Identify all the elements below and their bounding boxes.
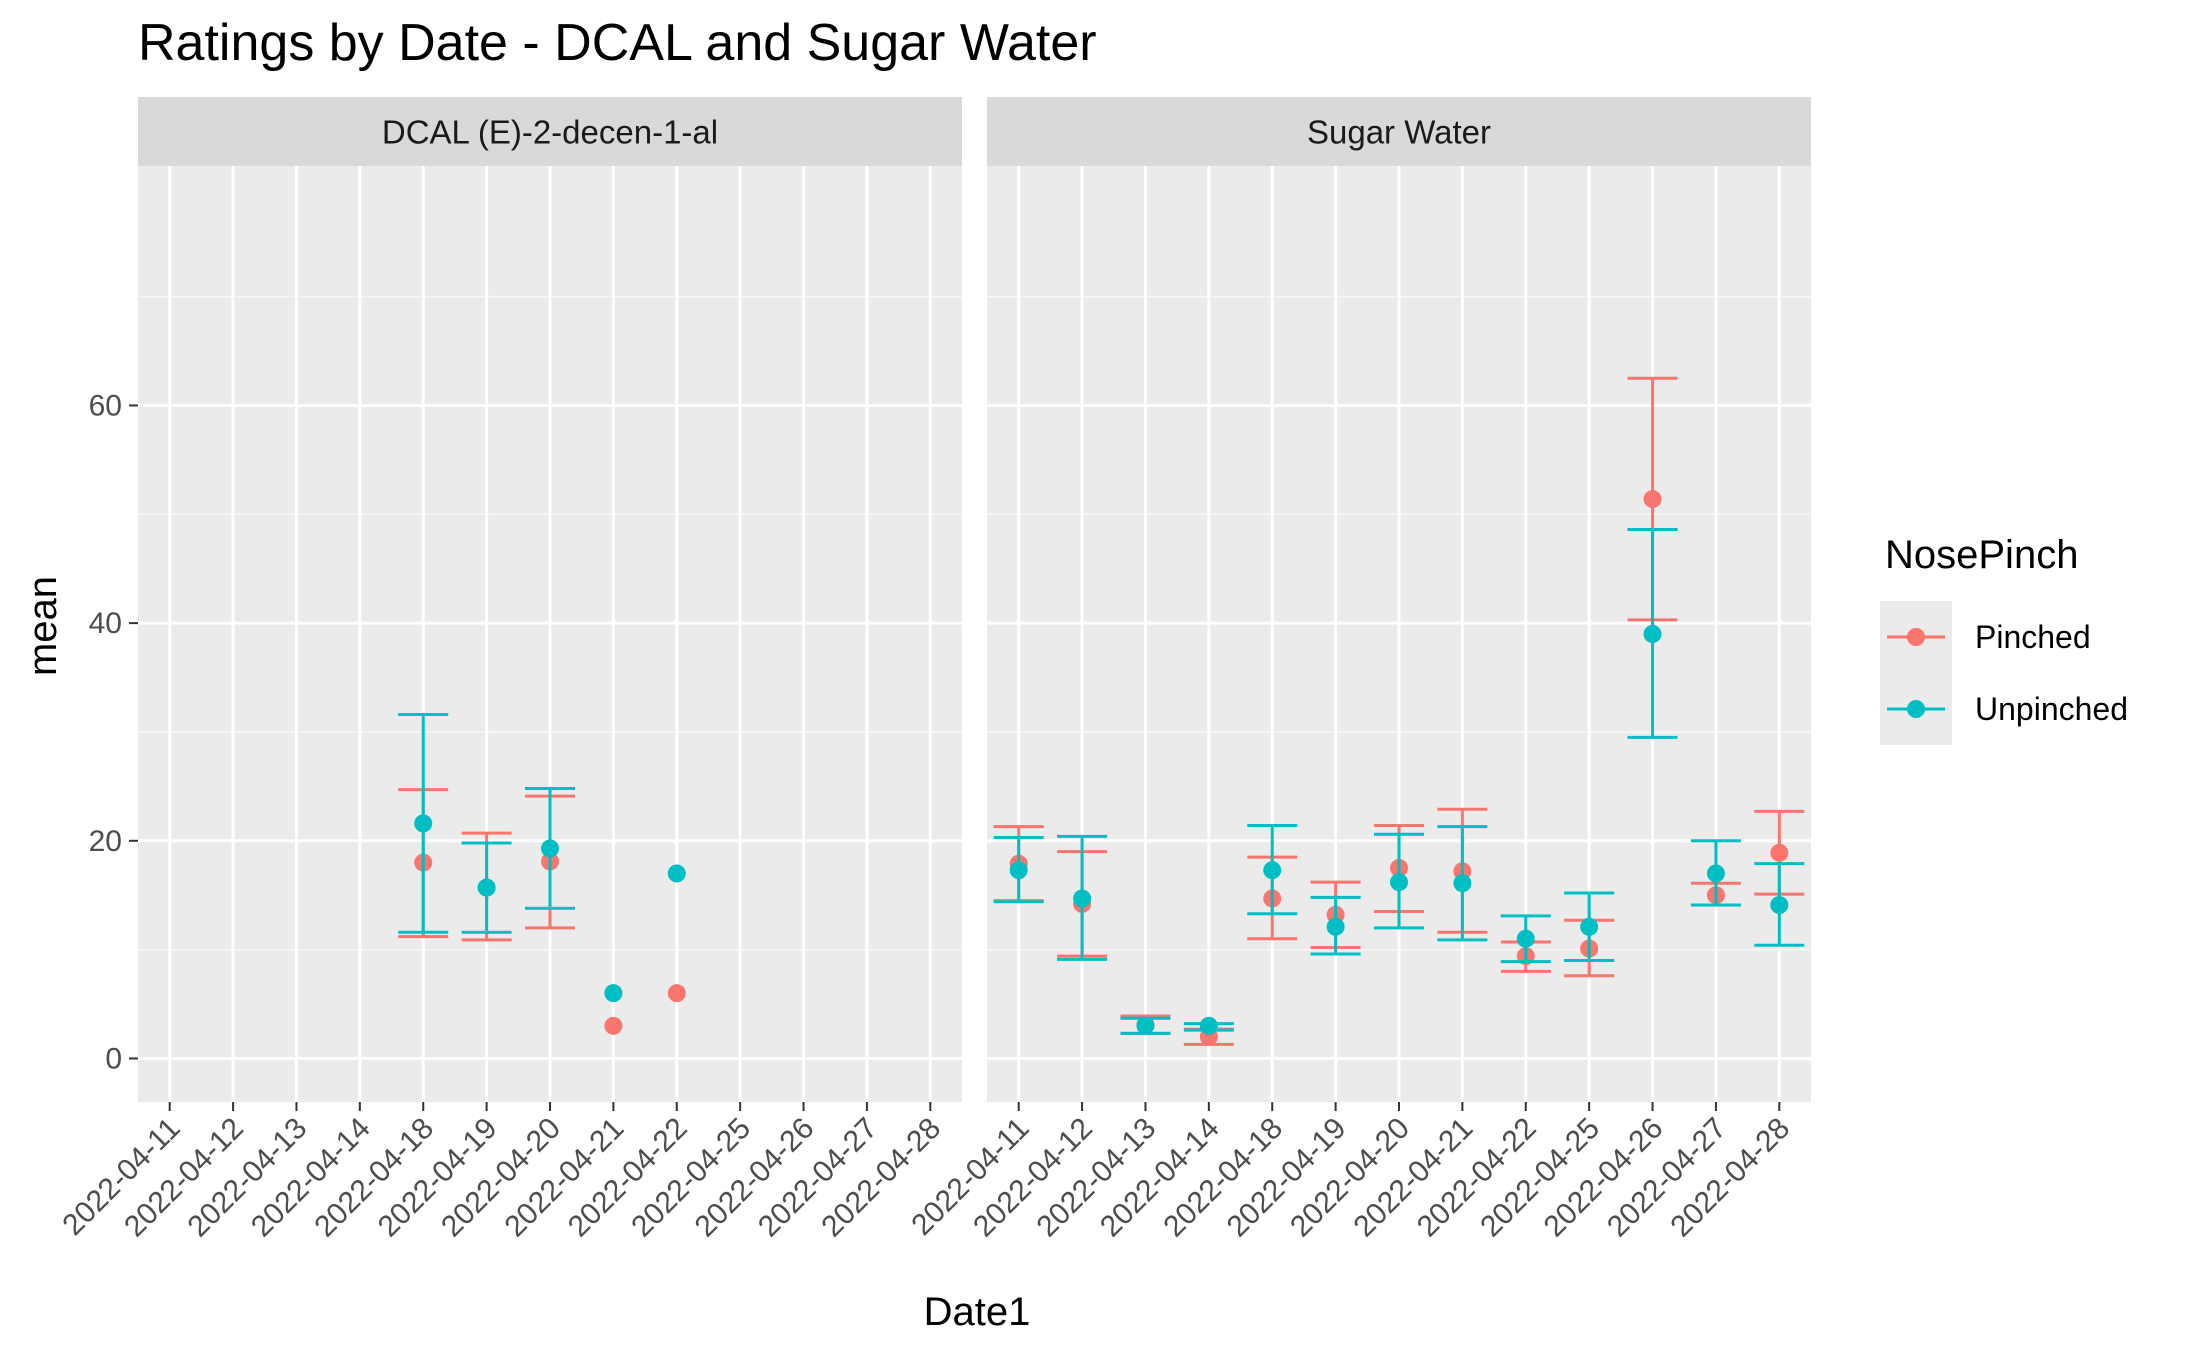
data-point [1643, 625, 1662, 643]
y-tick-label: 0 [105, 1042, 122, 1075]
legend-key-point [1907, 700, 1925, 718]
data-point [1643, 490, 1662, 509]
data-point [1390, 873, 1408, 892]
facet-strip-label: Sugar Water [1307, 114, 1491, 151]
y-tick-label: 60 [89, 389, 122, 422]
data-point [1516, 929, 1535, 948]
data-point [1706, 864, 1725, 883]
data-point [1326, 917, 1345, 936]
data-point [414, 814, 433, 833]
data-point [604, 984, 623, 1003]
data-point [1770, 896, 1789, 915]
data-point [1136, 1016, 1155, 1035]
legend-label: Pinched [1975, 619, 2091, 655]
x-axis-title: Date1 [924, 1290, 1031, 1334]
y-axis-title: mean [21, 576, 65, 676]
legend-key-point [1907, 628, 1925, 646]
data-point [1770, 843, 1789, 862]
data-point [1073, 889, 1092, 908]
y-tick-label: 20 [89, 825, 122, 858]
data-point [667, 864, 686, 883]
series-unpinched [993, 528, 1805, 1035]
legend-label: Unpinched [1975, 691, 2128, 727]
y-axis: 0 20 40 60 [89, 389, 138, 1075]
data-point [541, 839, 559, 858]
legend: NosePinch Pinched Unpinched [1880, 533, 2128, 745]
legend-keys: Pinched Unpinched [1880, 601, 2128, 745]
data-point [604, 1016, 623, 1035]
legend-title: NosePinch [1885, 533, 2078, 577]
legend-item-unpinched: Unpinched [1880, 673, 2128, 745]
data-point [1009, 861, 1028, 880]
facet-strip [987, 97, 1811, 166]
data-point [477, 878, 496, 897]
facet-strip-label: DCAL (E)-2-decen-1-al [382, 114, 718, 151]
data-point [1263, 861, 1282, 880]
data-point [1199, 1016, 1218, 1035]
facet-strip [138, 97, 962, 166]
panel-dcal-e-2-decen-1-al: DCAL (E)-2-decen-1-al2022-04-112022-04-1… [56, 97, 962, 1243]
facet-panels: DCAL (E)-2-decen-1-al2022-04-112022-04-1… [56, 97, 1811, 1243]
chart-title: Ratings by Date - DCAL and Sugar Water [138, 14, 1097, 72]
series-unpinched [398, 713, 686, 1003]
panel-sugar-water: Sugar Water2022-04-112022-04-122022-04-1… [905, 97, 1811, 1243]
data-point [667, 984, 686, 1003]
data-point [1453, 874, 1472, 893]
data-point [1580, 917, 1599, 936]
y-tick-label: 40 [89, 607, 122, 640]
legend-item-pinched: Pinched [1880, 601, 2091, 673]
